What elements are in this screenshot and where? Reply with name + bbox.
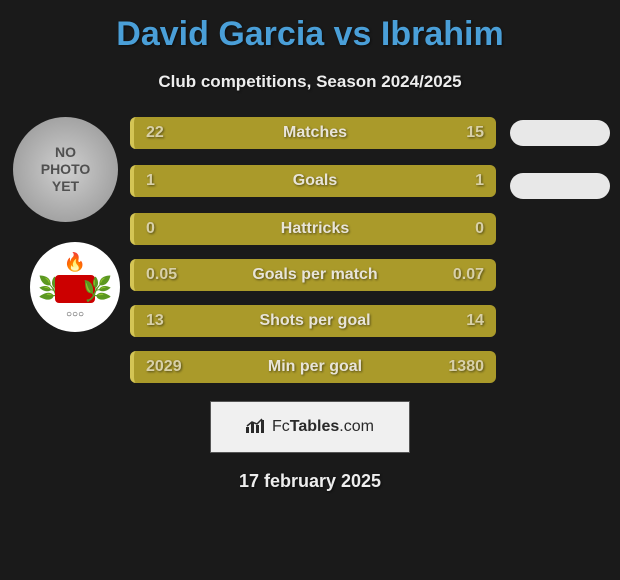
stat-label: Hattricks: [281, 220, 349, 238]
stat-label: Matches: [283, 124, 347, 142]
stat-value-right: 0.07: [453, 266, 484, 284]
footer-date: 17 february 2025: [0, 471, 620, 492]
stat-value-left: 0.05: [146, 266, 177, 284]
page-title: David Garcia vs Ibrahim: [0, 15, 620, 54]
stat-value-left: 2029: [146, 358, 182, 376]
stat-bar: 13 Shots per goal 14: [130, 305, 496, 337]
stat-bar: 0.05 Goals per match 0.07: [130, 259, 496, 291]
no-photo-label: NOPHOTOYET: [41, 144, 91, 194]
stat-value-left: 22: [146, 124, 164, 142]
stat-value-right: 14: [466, 312, 484, 330]
stat-value-left: 1: [146, 172, 155, 190]
left-column: NOPHOTOYET 🔥 🌿 🌿 ○○○: [10, 117, 130, 383]
stat-bar: 0 Hattricks 0: [130, 213, 496, 245]
stat-value-right: 0: [475, 220, 484, 238]
torch-icon: 🔥: [64, 252, 86, 273]
stat-row-shots-per-goal: 13 Shots per goal 14: [130, 305, 610, 337]
rings-icon: ○○○: [66, 309, 84, 320]
right-oval: [510, 120, 610, 146]
right-oval: [510, 173, 610, 199]
stat-row-matches: 22 Matches 15: [130, 117, 610, 149]
stat-value-right: 15: [466, 124, 484, 142]
laurel-right-icon: 🌿: [83, 275, 113, 304]
chart-icon: [246, 417, 266, 438]
stat-label: Shots per goal: [259, 312, 370, 330]
stat-label: Min per goal: [268, 358, 362, 376]
club-logo: 🔥 🌿 🌿 ○○○: [30, 242, 120, 332]
logo-suffix: .com: [339, 418, 374, 435]
stats-column: 22 Matches 15 1 Goals 1 0 Hattricks: [130, 117, 610, 383]
stat-label: Goals per match: [252, 266, 377, 284]
stat-value-right: 1: [475, 172, 484, 190]
stat-value-left: 0: [146, 220, 155, 238]
stat-row-hattricks: 0 Hattricks 0: [130, 213, 610, 245]
main-container: David Garcia vs Ibrahim Club competition…: [0, 0, 620, 502]
stat-row-min-per-goal: 2029 Min per goal 1380: [130, 351, 610, 383]
stat-bar: 1 Goals 1: [130, 165, 496, 197]
player-photo-placeholder: NOPHOTOYET: [13, 117, 118, 222]
stat-row-goals: 1 Goals 1: [130, 163, 610, 199]
logo-bold: Tables: [290, 418, 340, 435]
stat-row-goals-per-match: 0.05 Goals per match 0.07: [130, 259, 610, 291]
club-logo-graphic: 🔥 🌿 🌿 ○○○: [38, 250, 113, 325]
stat-bar: 2029 Min per goal 1380: [130, 351, 496, 383]
footer-logo-text: FcTables.com: [272, 418, 374, 436]
stat-value-right: 1380: [448, 358, 484, 376]
logo-prefix: Fc: [272, 418, 290, 435]
page-subtitle: Club competitions, Season 2024/2025: [0, 72, 620, 92]
stat-bar: 22 Matches 15: [130, 117, 496, 149]
stat-value-left: 13: [146, 312, 164, 330]
content-row: NOPHOTOYET 🔥 🌿 🌿 ○○○ 22 Matches 15: [0, 117, 620, 383]
footer-logo[interactable]: FcTables.com: [210, 401, 410, 453]
stat-label: Goals: [293, 172, 337, 190]
